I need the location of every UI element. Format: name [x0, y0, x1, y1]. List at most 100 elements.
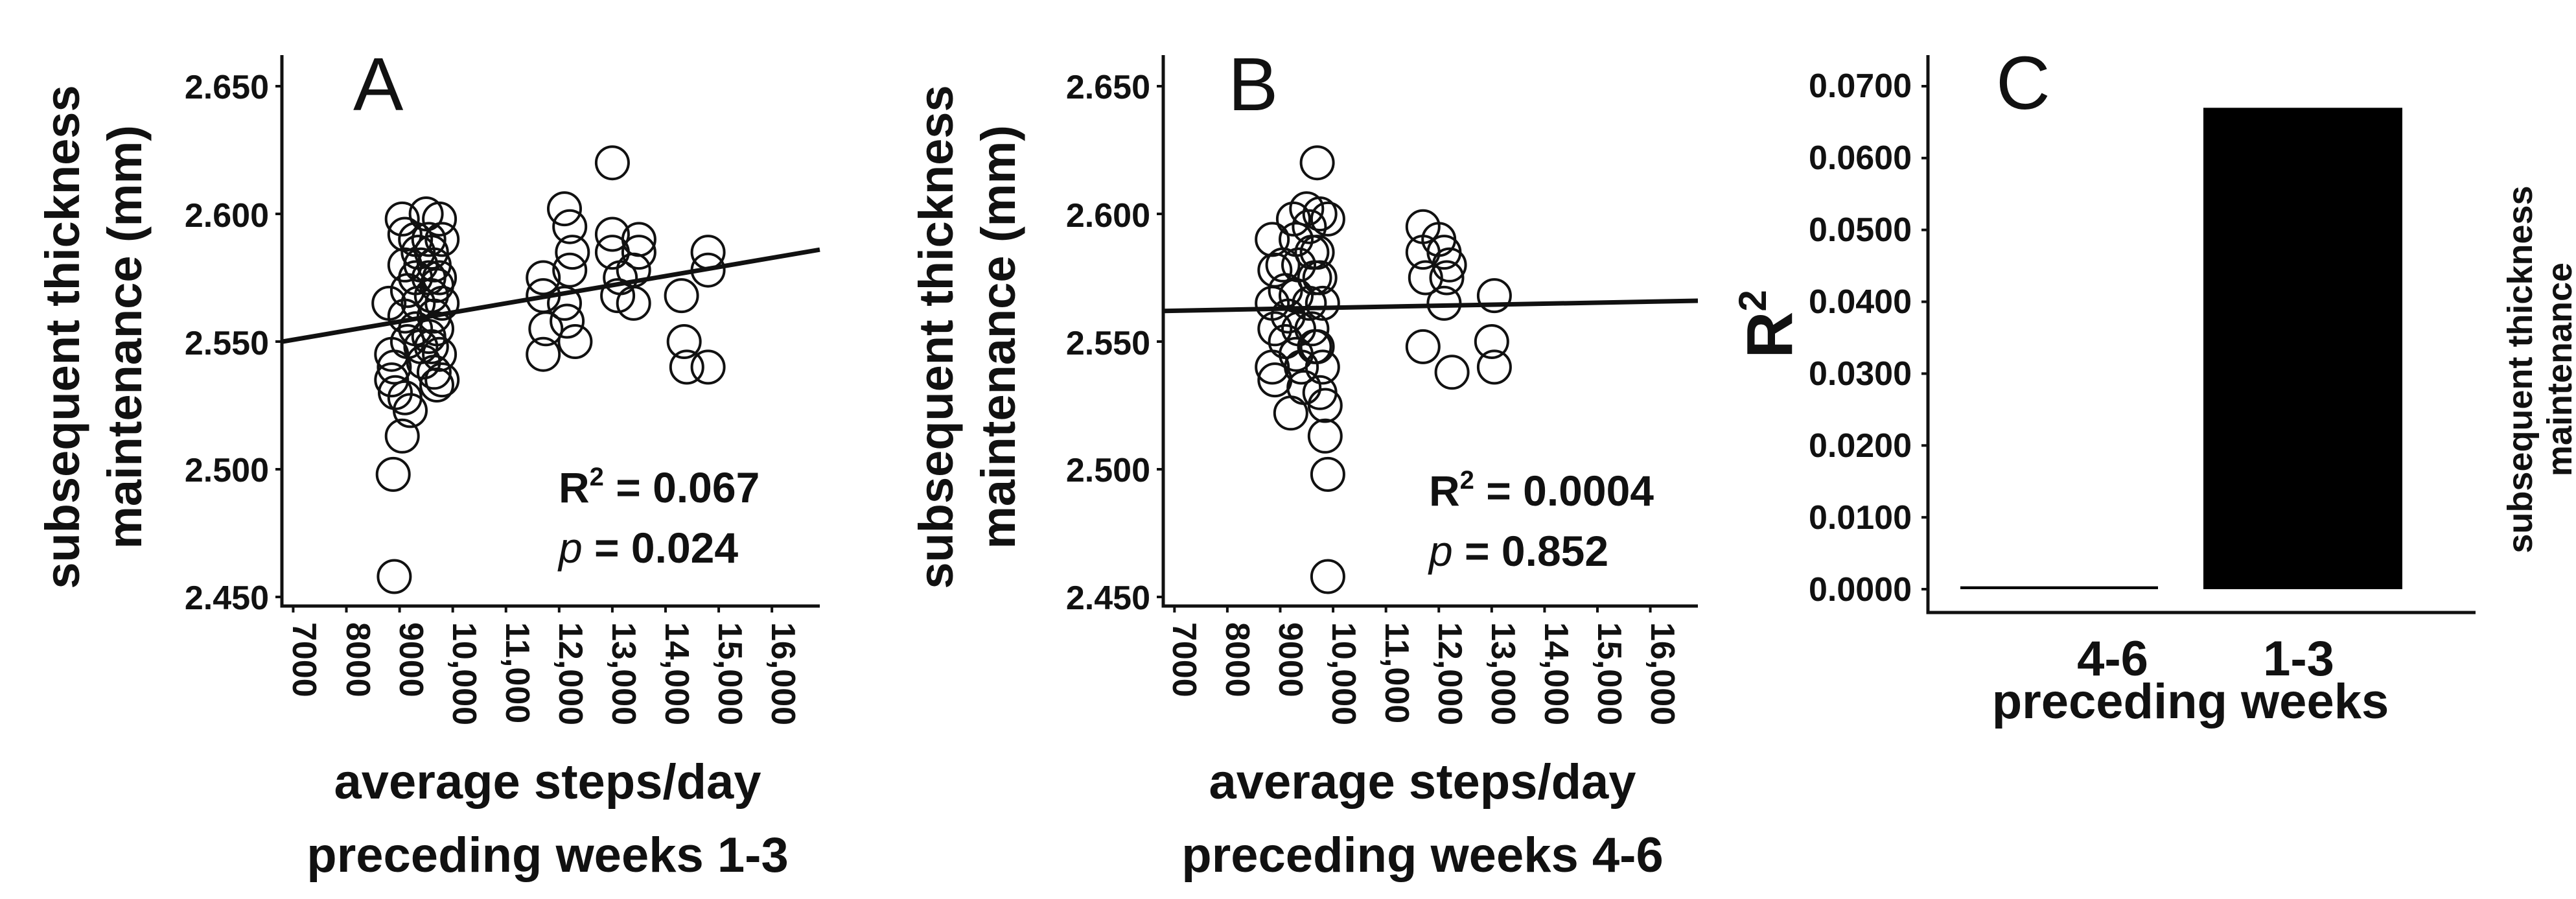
- panel-b-data-point: [1270, 298, 1306, 334]
- panel-b-xlabel-line1: average steps/day: [1209, 754, 1636, 810]
- panel-a-data-point: [411, 222, 447, 257]
- panel-a-data-point: [422, 260, 458, 296]
- panel-b-ytick: 2.550: [1066, 325, 1150, 362]
- panel-c-ytick: 0.0400: [1809, 283, 1912, 321]
- panel-a-r2-stat: R2 = 0.067: [559, 463, 760, 511]
- panel-a-data-point: [690, 349, 726, 385]
- panel-c-ylabel: R2: [1731, 290, 1806, 358]
- panel-c-plot-area: [1921, 85, 2402, 590]
- panel-b-xtick: 8000: [1218, 622, 1256, 697]
- panel-b-data-point: [1299, 329, 1335, 364]
- panel-a-data-point: [416, 355, 452, 390]
- panel-b-x-ticks: 7000 8000 9000 10,000 11,000 12,000 13,0…: [1165, 622, 1681, 725]
- panel-a-data-point: [594, 216, 630, 252]
- panel-b-r2-stat: R2 = 0.0004: [1429, 466, 1654, 515]
- panel-c-ytick: 0.0600: [1809, 139, 1912, 177]
- panel-a-data-point: [377, 559, 412, 594]
- panel-b-data-point: [1305, 349, 1340, 385]
- panel-a-data-point: [547, 285, 582, 321]
- panel-b-ylabel-line2: maintenance (mm): [971, 125, 1025, 549]
- panel-a-xtick: 11,000: [498, 622, 536, 723]
- panel-b-xtick: 7000: [1165, 622, 1203, 697]
- panel-b-ytick: 2.450: [1066, 579, 1150, 617]
- panel-a-stats: R2 = 0.067 p = 0.024: [557, 463, 760, 572]
- panel-a-r2-letter: R: [559, 463, 590, 511]
- panel-a-ytick: 2.600: [185, 197, 269, 235]
- panel-a-xtick: 8000: [339, 622, 377, 697]
- panel-c-ylabel-sup: 2: [1731, 290, 1774, 311]
- panel-b-data-point: [1302, 196, 1338, 231]
- panel-a-xlabel-line2: preceding weeks 1-3: [307, 828, 788, 883]
- panel-a-data-point: [550, 303, 585, 339]
- panel-a-r2-sup: 2: [590, 463, 604, 491]
- panel-c-bar-1-3: [2203, 108, 2402, 590]
- panel-c-xtick: 1-3: [2263, 631, 2334, 686]
- panel-b-plot-area: [1163, 145, 1699, 613]
- panel-b-scatter: subsequent thickness maintenance (mm) 2.…: [909, 42, 1699, 883]
- panel-a-plot-area: [282, 145, 820, 613]
- panel-c-label: C: [1996, 41, 2050, 125]
- panel-b-xtick: 12,000: [1431, 622, 1468, 725]
- panel-a-xtick: 9000: [392, 622, 430, 697]
- panel-b-data-point: [1292, 285, 1327, 321]
- panel-c-xlabel: preceding weeks: [1992, 674, 2389, 729]
- panel-b-xtick: 9000: [1271, 622, 1309, 697]
- panel-a-data-point: [669, 349, 704, 385]
- panel-b-tick-marks: [1157, 85, 1163, 598]
- panel-b-xtick: 11,000: [1378, 622, 1415, 723]
- panel-b-p-stat: p = 0.852: [1428, 527, 1608, 575]
- panel-a-data-point: [375, 456, 411, 492]
- panel-a-axes: [280, 55, 820, 608]
- panel-a-xtick: 14,000: [658, 622, 695, 725]
- panel-a-data-point: [419, 368, 454, 403]
- panel-b-data-point: [1307, 388, 1343, 423]
- panel-b-data-point: [1476, 278, 1512, 314]
- panel-b-data-point: [1307, 418, 1343, 454]
- panel-b-ytick: 2.650: [1066, 69, 1150, 106]
- panel-c-y-ticks: 0.0700 0.0600 0.0500 0.0400 0.0300 0.020…: [1809, 67, 1912, 609]
- panel-c-xtick: 4-6: [2077, 631, 2148, 686]
- panel-b-data-point: [1294, 311, 1330, 347]
- panel-a-data-point: [424, 362, 460, 398]
- panel-a-ytick: 2.650: [185, 69, 269, 106]
- panel-a-data-point: [411, 319, 447, 355]
- panel-b-xtick: 14,000: [1537, 622, 1575, 725]
- panel-b-ytick: 2.600: [1066, 197, 1150, 235]
- panel-a-ylabel-line2: maintenance (mm): [98, 125, 152, 549]
- panel-a-data-point: [384, 418, 420, 454]
- panel-a-data-point: [616, 285, 651, 321]
- panel-c-ytick: 0.0700: [1809, 67, 1912, 105]
- panel-a-data-point: [547, 191, 582, 227]
- panel-a-ytick: 2.500: [185, 452, 269, 489]
- panel-a-data-point: [555, 235, 590, 270]
- panel-a-ytick: 2.450: [185, 579, 269, 617]
- panel-b-regression-line: [1163, 298, 1699, 314]
- panel-b-xtick: 13,000: [1484, 622, 1522, 725]
- panel-a-data-point: [424, 285, 460, 321]
- panel-b-xtick: 15,000: [1590, 622, 1628, 725]
- panel-a-data-point: [552, 209, 588, 244]
- panel-a-data-point: [393, 393, 428, 428]
- panel-b-data-point: [1299, 235, 1335, 270]
- panel-b-data-point: [1434, 355, 1470, 390]
- panel-a-x-ticks: 7000 8000 9000 10,000 11,000 12,000 13,0…: [285, 622, 802, 725]
- panel-b-data-point: [1302, 260, 1338, 296]
- panel-a-data-point: [424, 222, 460, 257]
- panel-b-label: B: [1228, 42, 1278, 126]
- panel-a-data-point: [621, 235, 656, 270]
- panel-a-data-point: [374, 362, 410, 398]
- panel-b-y-ticks: 2.650 2.600 2.550 2.500 2.450: [1066, 69, 1150, 617]
- panel-b-xtick: 16,000: [1643, 622, 1681, 725]
- panel-b-data-point: [1310, 559, 1345, 594]
- panel-a-label: A: [353, 42, 404, 126]
- panel-b-data-point: [1432, 247, 1467, 283]
- panel-b-axes: [1161, 55, 1698, 608]
- panel-a-data-point: [422, 201, 458, 237]
- panel-b-data-point: [1275, 201, 1311, 237]
- panel-a-data-point: [690, 235, 726, 270]
- panel-a-y-ticks: 2.650 2.600 2.550 2.500 2.450: [185, 69, 269, 617]
- panel-a-ylabel-line1: subsequent thickness: [36, 85, 89, 589]
- panel-b-data-point: [1474, 324, 1509, 359]
- panel-b-data-point: [1408, 260, 1443, 296]
